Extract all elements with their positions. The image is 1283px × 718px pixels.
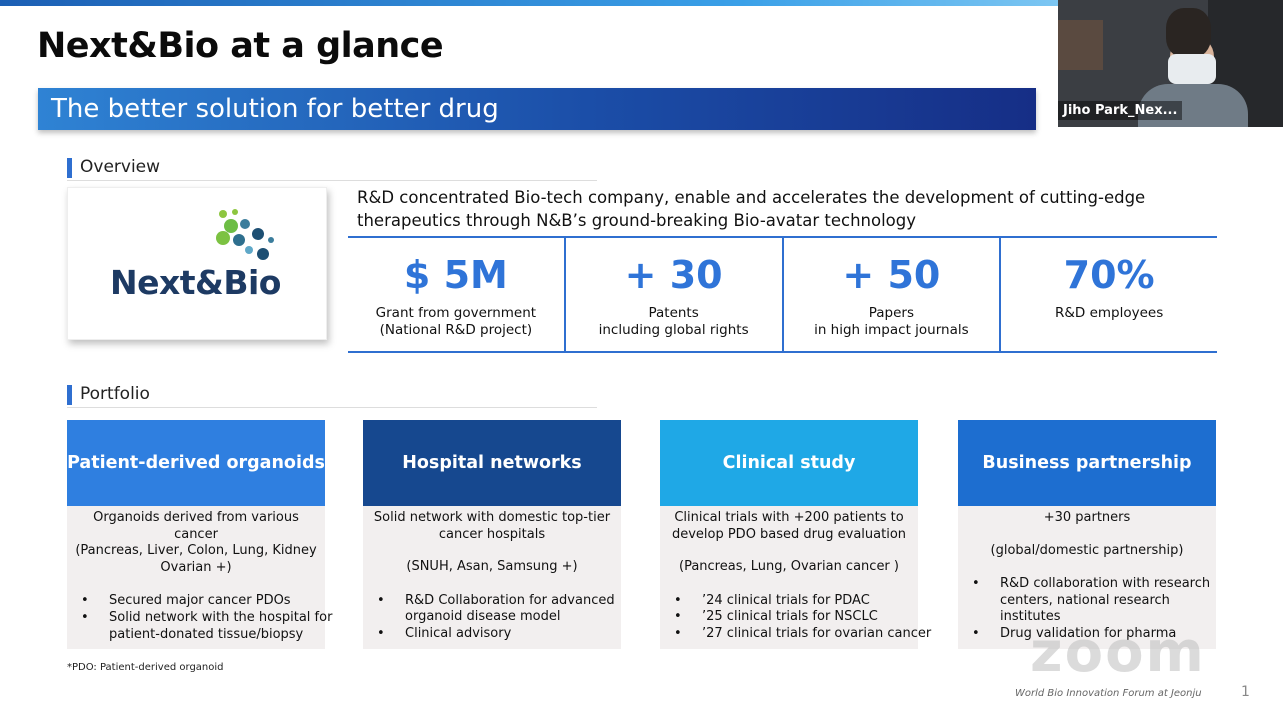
- stat-label-2: in high impact journals: [814, 322, 969, 338]
- card-text-line: Solid network with domestic top-tier: [373, 510, 611, 525]
- stat-papers: + 50 Papers in high impact journals: [781, 238, 1000, 351]
- card-text-line: (SNUH, Asan, Samsung +): [406, 559, 578, 575]
- banner-text: The better solution for better drug: [51, 94, 499, 124]
- card-bullet: ’24 clinical trials for PDAC: [674, 593, 912, 610]
- card-title: Business partnership: [958, 420, 1216, 506]
- card-text-line: (Pancreas, Liver, Colon, Lung, Kidney: [75, 543, 317, 559]
- card-title: Clinical study: [660, 420, 918, 506]
- card-text-line: +30 partners: [1043, 510, 1131, 525]
- card-body: Organoids derived from various cancer (P…: [67, 506, 332, 643]
- card-text-line: (Pancreas, Lung, Ovarian cancer ): [679, 559, 899, 575]
- card-bullet-continuation: centers, national research: [1000, 592, 1170, 608]
- card-text-line: Ovarian +): [160, 559, 232, 575]
- bookshelf-background: [1058, 20, 1103, 70]
- stat-label-1: Patents: [648, 305, 699, 321]
- company-logo-text: Next&Bio: [110, 263, 281, 302]
- description-line-1: R&D concentrated Bio-tech company, enabl…: [357, 188, 1146, 207]
- card-text-line: Clinical trials with +200 patients to: [674, 510, 904, 525]
- portfolio-card-clinical-study: Clinical study Clinical trials with +200…: [660, 420, 931, 649]
- stat-value: $ 5M: [403, 253, 508, 297]
- participant-name-label: Jiho Park_Nex...: [1058, 101, 1183, 120]
- stat-grant: $ 5M Grant from government (National R&D…: [348, 238, 564, 351]
- stat-patents: + 30 Patents including global rights: [563, 238, 782, 351]
- card-text-line: (global/domestic partnership): [990, 542, 1184, 558]
- overview-heading: Overview: [67, 156, 597, 181]
- card-body: Clinical trials with +200 patients to de…: [660, 506, 931, 643]
- zoom-watermark: zoom: [1030, 620, 1206, 685]
- card-bullet: Clinical advisory: [377, 626, 615, 643]
- stat-rd-employees: 70% R&D employees: [999, 238, 1217, 351]
- card-bullet: R&D Collaboration for advanced: [377, 593, 615, 610]
- card-title: Hospital networks: [363, 420, 621, 506]
- card-bullet-continuation: institutes: [1000, 609, 1061, 625]
- card-body: Solid network with domestic top-tier can…: [363, 506, 621, 643]
- participant-mask: [1168, 54, 1216, 84]
- portfolio-card-organoids: Patient-derived organoids Organoids deri…: [67, 420, 332, 649]
- overview-heading-label: Overview: [80, 157, 161, 177]
- slide-title: Next&Bio at a glance: [37, 26, 444, 66]
- stat-label-1: Grant from government: [375, 305, 537, 321]
- card-text-line: cancer: [174, 526, 218, 542]
- participant-video-tile[interactable]: Jiho Park_Nex...: [1058, 0, 1283, 127]
- company-description: R&D concentrated Bio-tech company, enabl…: [357, 186, 1145, 232]
- card-bullet: Secured major cancer PDOs: [81, 593, 319, 610]
- stat-value: + 30: [624, 253, 723, 297]
- stat-value: + 50: [842, 253, 941, 297]
- card-bullet: Solid network with the hospital for: [81, 610, 332, 627]
- slide-top-accent-bar: [0, 0, 1058, 6]
- stat-label-2: including global rights: [598, 322, 749, 338]
- card-bullet: ’27 clinical trials for ovarian cancer: [674, 626, 931, 643]
- participant-hair: [1166, 8, 1211, 58]
- card-text-line: develop PDO based drug evaluation: [671, 526, 907, 542]
- card-bullet-list: R&D Collaboration for advanced organoid …: [369, 593, 615, 643]
- molecule-logo-icon: [216, 209, 274, 260]
- key-stats-row: $ 5M Grant from government (National R&D…: [348, 236, 1217, 353]
- stat-label-1: Papers: [868, 305, 915, 321]
- portfolio-heading: Portfolio: [67, 383, 597, 408]
- portfolio-card-hospital-networks: Hospital networks Solid network with dom…: [363, 420, 621, 649]
- portfolio-card-business-partnership: Business partnership +30 partners (globa…: [958, 420, 1216, 649]
- stat-label-2: (National R&D project): [379, 322, 533, 338]
- participant-torso: [1138, 84, 1248, 127]
- stat-label-1: R&D employees: [1054, 305, 1164, 321]
- card-bullet: Drug validation for pharma: [972, 626, 1210, 643]
- description-line-2: therapeutics through N&B’s ground-breaki…: [357, 211, 916, 230]
- card-bullet-list: Secured major cancer PDOs Solid network …: [73, 593, 332, 643]
- portfolio-heading-label: Portfolio: [80, 384, 150, 404]
- card-title: Patient-derived organoids: [67, 420, 325, 506]
- page-number: 1: [1241, 684, 1250, 700]
- footnote: *PDO: Patient-derived organoid: [67, 662, 224, 673]
- event-footer: World Bio Innovation Forum at Jeonju: [1015, 688, 1202, 699]
- card-bullet-list: ’24 clinical trials for PDAC ’25 clinica…: [666, 593, 931, 643]
- card-bullet: R&D collaboration with research: [972, 576, 1210, 593]
- heading-marker: [67, 158, 72, 178]
- stat-value: 70%: [1063, 253, 1155, 297]
- card-bullet-continuation: organoid disease model: [405, 609, 561, 625]
- card-bullet: ’25 clinical trials for NSCLC: [674, 609, 912, 626]
- card-bullet-continuation: patient-donated tissue/biopsy: [109, 626, 304, 642]
- slide-banner: The better solution for better drug: [38, 88, 1036, 130]
- card-text-line: Organoids derived from various: [93, 510, 299, 525]
- card-bullet-list: R&D collaboration with research centers,…: [964, 576, 1210, 642]
- card-text-line: cancer hospitals: [438, 526, 546, 542]
- heading-marker: [67, 385, 72, 405]
- company-logo-card: Next&Bio: [67, 187, 327, 340]
- card-body: +30 partners (global/domestic partnershi…: [958, 506, 1216, 643]
